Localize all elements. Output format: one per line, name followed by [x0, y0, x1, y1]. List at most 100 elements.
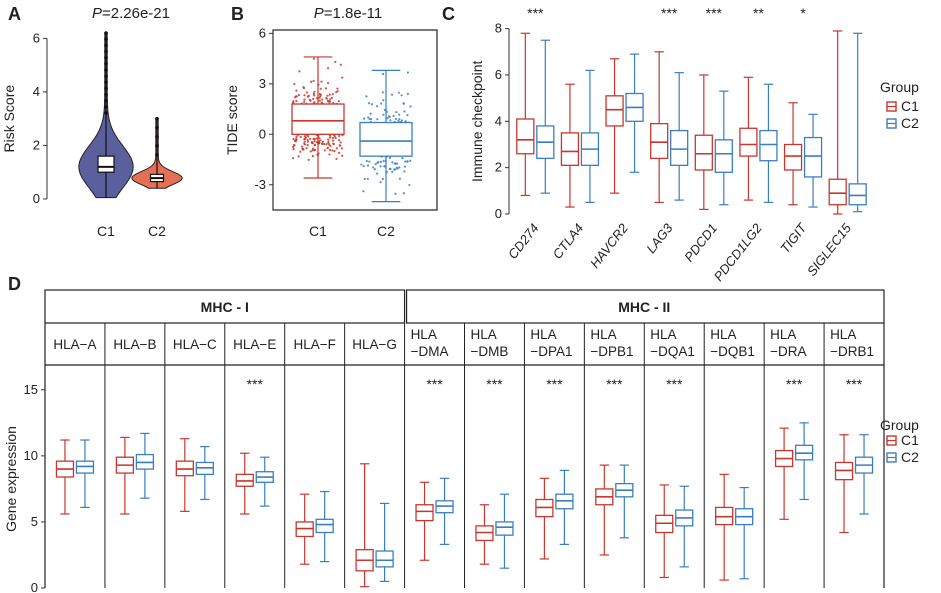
jitter-point — [409, 159, 412, 162]
panel-d-box-c1-box — [415, 504, 434, 522]
jitter-point — [363, 177, 366, 181]
jitter-point — [400, 94, 403, 97]
panel-c-box-c1-box — [783, 143, 803, 171]
jitter-point — [403, 110, 406, 113]
jitter-point — [309, 150, 312, 153]
jitter-point — [326, 94, 329, 97]
jitter-point — [375, 105, 379, 108]
jitter-point — [397, 91, 400, 94]
jitter-point — [305, 147, 308, 150]
jitter-point — [329, 98, 332, 101]
panel-d-box-c2-box — [315, 518, 334, 534]
jitter-point — [381, 177, 385, 181]
legend-d-c2-label: C2 — [901, 449, 919, 465]
jitter-point — [302, 148, 305, 151]
jitter-point — [404, 160, 407, 163]
jitter-point — [376, 161, 379, 165]
jitter-point — [332, 142, 335, 145]
jitter-point — [307, 158, 310, 161]
outlier-point — [104, 37, 108, 41]
jitter-point — [330, 96, 333, 100]
jitter-point — [337, 100, 340, 103]
panel-c-box-c2-box — [803, 136, 823, 178]
jitter-point — [299, 150, 302, 153]
jitter-point — [398, 177, 402, 180]
outlier-point — [155, 116, 159, 121]
panel-b-y-tick-label: 0 — [259, 126, 266, 141]
panel-d-column-label: HLA −DMA — [411, 327, 449, 359]
panel-d-column-label: HLA−F — [293, 337, 335, 352]
jitter-point — [382, 99, 385, 102]
jitter-point — [365, 95, 368, 98]
legend-c-title: Group — [880, 79, 919, 95]
jitter-point — [398, 117, 401, 121]
panel-a-pvalue: P=2.26e-21 — [92, 5, 170, 22]
jitter-point — [341, 154, 344, 157]
jitter-point — [306, 144, 309, 147]
panel-b-y-tick-label: -3 — [254, 177, 266, 192]
jitter-point — [360, 163, 363, 166]
panel-c-box-c1-box — [828, 178, 847, 206]
panel-d-y-axis-title: Gene expression — [3, 426, 19, 532]
panel-d-label: D — [8, 274, 21, 294]
jitter-point — [329, 144, 332, 148]
jitter-point — [318, 137, 321, 140]
jitter-point — [302, 86, 305, 89]
jitter-point — [306, 138, 309, 142]
panel-d-significance: *** — [846, 376, 863, 392]
panel-d-significance: *** — [546, 376, 563, 392]
jitter-point — [311, 149, 314, 152]
jitter-point — [379, 165, 382, 168]
jitter-point — [312, 79, 315, 82]
panel-d-column-label: HLA−E — [233, 337, 276, 352]
jitter-point — [362, 190, 365, 193]
jitter-point — [362, 165, 365, 168]
jitter-point — [400, 119, 404, 122]
panel-b-label: B — [231, 4, 244, 24]
outlier-point — [104, 31, 108, 35]
jitter-point — [292, 148, 295, 151]
jitter-point — [313, 144, 316, 147]
jitter-point — [295, 136, 298, 139]
jitter-point — [312, 57, 316, 60]
panel-c-significance: ** — [753, 5, 764, 21]
jitter-point — [326, 81, 330, 85]
jitter-point — [295, 100, 298, 103]
panel-d-column-label: HLA −DQB1 — [710, 327, 755, 359]
panel-c-box-c1-box — [650, 122, 669, 160]
jitter-point — [365, 159, 368, 163]
plots-layer: 0 2 4 6 Risk Score C1 C2 -3 0 3 6 TIDE score C1 C2 0 2 4… — [1, 5, 885, 593]
panel-a-y-tick-label: 2 — [33, 137, 40, 152]
jitter-point — [381, 91, 384, 94]
jitter-point — [293, 139, 297, 142]
panel-d-column-label: HLA −DRB1 — [830, 327, 874, 359]
jitter-point — [319, 87, 322, 90]
jitter-point — [303, 98, 306, 101]
panel-d-y-axis: 0 5 10 15 Gene expression — [3, 382, 45, 593]
jitter-point — [303, 142, 306, 145]
jitter-point — [312, 147, 315, 150]
jitter-point — [370, 118, 373, 121]
panel-b-box-c1-box — [291, 103, 345, 135]
jitter-point — [339, 63, 342, 66]
jitter-point — [363, 117, 366, 120]
jitter-point — [297, 155, 300, 158]
jitter-point — [333, 149, 336, 153]
jitter-point — [304, 137, 307, 140]
panel-c-x-tick-label: SIGLEC15 — [804, 220, 855, 279]
jitter-point — [394, 168, 397, 171]
jitter-point — [325, 143, 328, 146]
jitter-point — [402, 192, 405, 195]
jitter-point — [294, 95, 297, 98]
panel-d-significance: *** — [666, 376, 683, 392]
jitter-point — [389, 167, 392, 170]
jitter-point — [313, 148, 317, 152]
jitter-point — [331, 93, 334, 96]
jitter-point — [403, 170, 406, 173]
panel-c-x-tick-label: PDCD1 — [681, 221, 720, 265]
panel-a-plot: C1 C2 — [78, 31, 183, 239]
violin-box — [97, 155, 115, 173]
jitter-point — [320, 142, 324, 145]
panel-a-y-tick-label: 0 — [33, 191, 40, 206]
